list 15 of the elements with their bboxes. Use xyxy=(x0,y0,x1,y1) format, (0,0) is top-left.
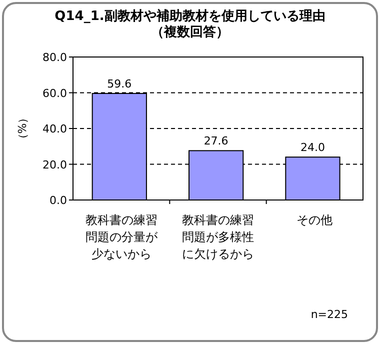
y-tick-label: 80.0 xyxy=(42,51,67,64)
y-tick-label: 60.0 xyxy=(42,86,67,100)
y-tick-label: 0.0 xyxy=(50,194,67,207)
y-tick-label: 20.0 xyxy=(42,158,67,172)
y-tick-label: 40.0 xyxy=(42,122,67,136)
x-tick-label: 教科書の練習問題が多様性に欠けるから xyxy=(181,212,255,263)
text: n=225 xyxy=(310,308,348,321)
data-label: 24.0 xyxy=(300,141,325,154)
data-label: 27.6 xyxy=(204,134,228,148)
chart-title: Q14_1.副教材や補助教材を使用している理由 xyxy=(54,8,326,24)
y-axis-title: （%） xyxy=(16,112,29,145)
x-tick-label: 教科書の練習問題の分量が少ないから xyxy=(84,212,158,263)
chart-subtitle: （複数回答） xyxy=(151,24,229,40)
x-tick-label: その他 xyxy=(296,212,334,229)
data-label: 59.6 xyxy=(107,77,132,90)
